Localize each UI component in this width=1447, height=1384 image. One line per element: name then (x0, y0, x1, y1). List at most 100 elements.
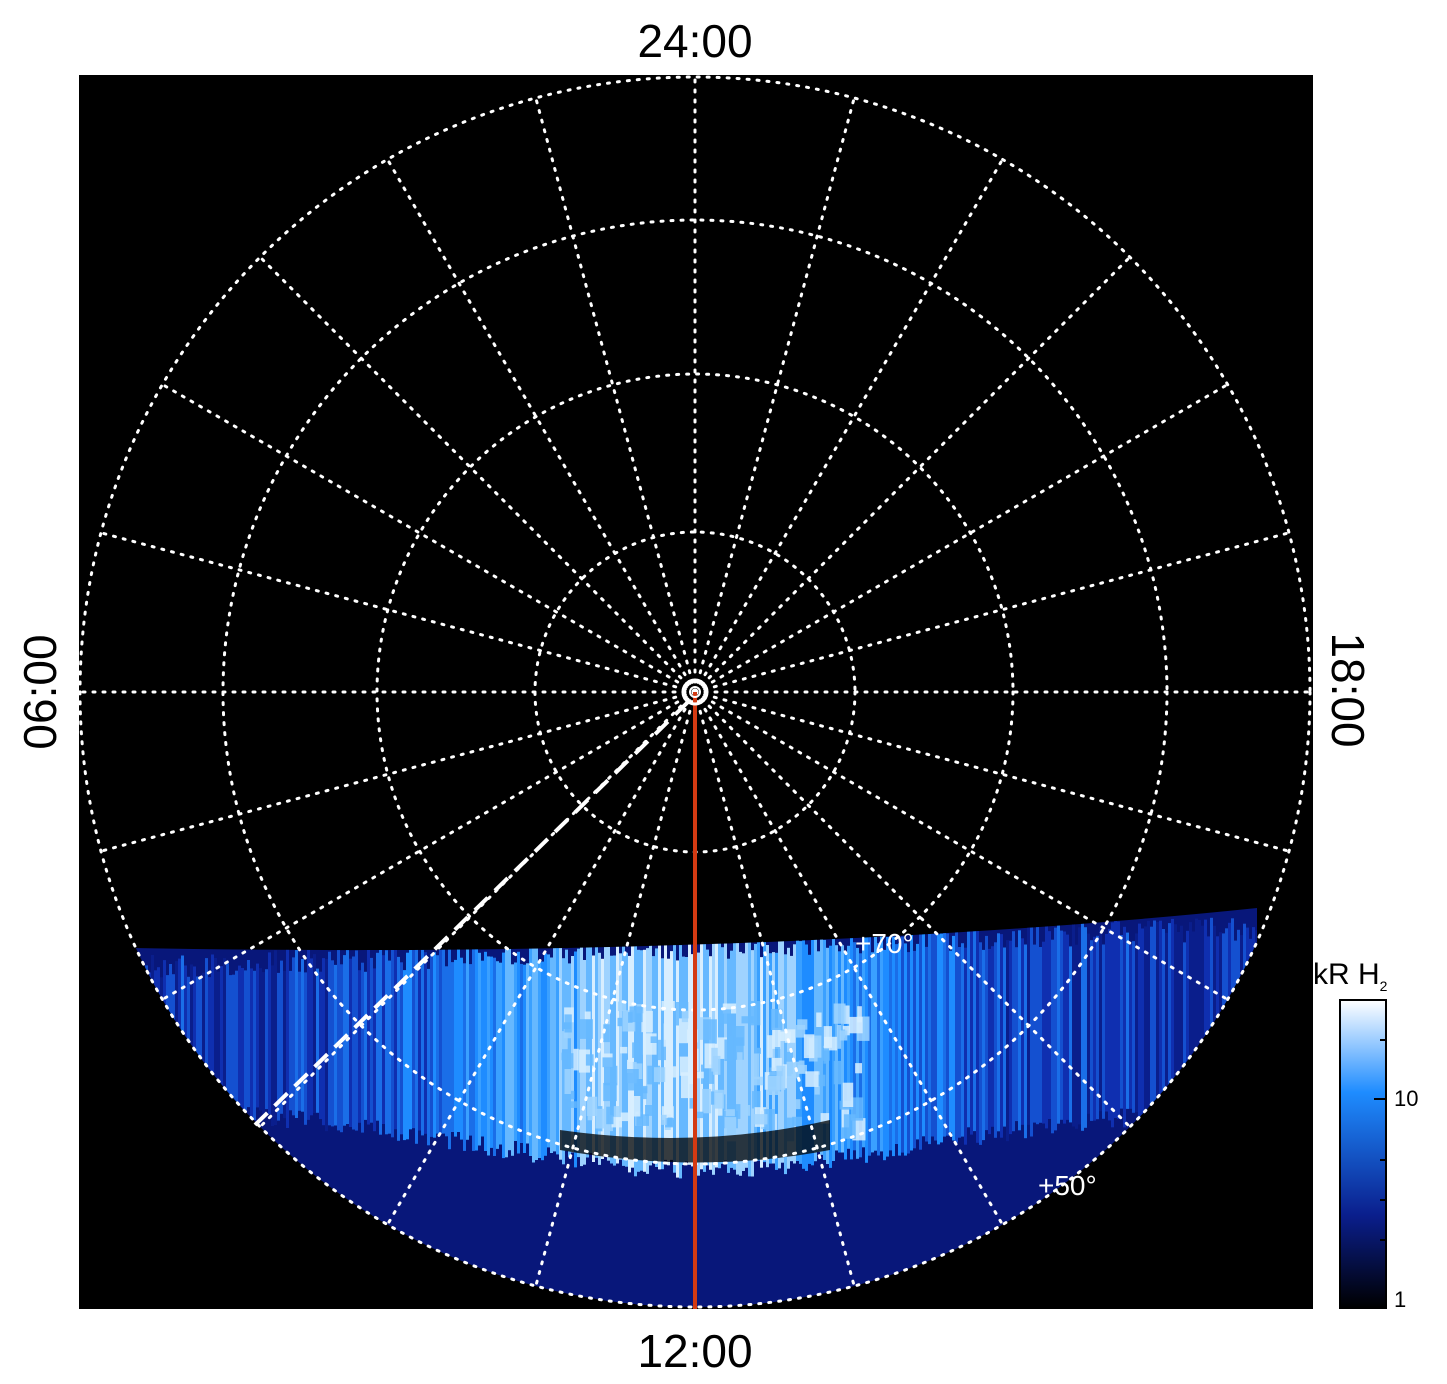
emission-streak (745, 937, 748, 1168)
emission-streak (754, 943, 757, 1159)
emission-streak (1090, 940, 1093, 1121)
emission-streak (643, 949, 646, 1172)
emission-streak (316, 968, 319, 1113)
emission-streak (385, 950, 388, 1135)
emission-core-pixel (823, 1048, 829, 1064)
emission-core-pixel (725, 1109, 735, 1117)
emission-core-pixel (603, 1082, 617, 1102)
emission-core-pixel (753, 1114, 768, 1125)
emission-streak (1207, 936, 1210, 1115)
emission-streak (952, 935, 955, 1141)
emission-streak (940, 933, 943, 1143)
emission-streak (889, 949, 892, 1151)
emission-core-pixel (816, 1012, 822, 1027)
emission-core-pixel (855, 1063, 862, 1074)
emission-streak (907, 952, 910, 1154)
emission-streak (562, 958, 565, 1165)
emission-core-pixel (798, 1060, 805, 1074)
emission-streak (364, 971, 367, 1120)
emission-streak (1123, 926, 1126, 1128)
emission-streak (307, 950, 310, 1120)
emission-streak (226, 963, 229, 1123)
emission-streak (1168, 923, 1171, 1113)
emission-core-pixel (561, 1031, 568, 1050)
emission-streak (496, 961, 499, 1149)
emission-streak (556, 943, 559, 1155)
emission-streak (1129, 944, 1132, 1109)
meridian-line-21 (258, 255, 697, 694)
emission-streak (403, 970, 406, 1141)
emission-streak (481, 960, 484, 1137)
emission-streak (262, 972, 265, 1114)
emission-core-pixel (795, 1024, 806, 1038)
emission-streak (1048, 931, 1051, 1119)
emission-core-pixel (626, 1069, 639, 1091)
emission-core-pixel (857, 1006, 862, 1023)
emission-streak (181, 955, 184, 1105)
emission-streak (586, 939, 589, 1158)
emission-streak (1156, 922, 1159, 1110)
emission-streak (895, 944, 898, 1144)
emission-streak (1183, 942, 1186, 1119)
emission-streak (376, 952, 379, 1121)
emission-streak (331, 960, 334, 1127)
noise-pixel (360, 1308, 368, 1316)
emission-core-pixel (573, 1048, 579, 1071)
emission-streak (913, 950, 916, 1149)
emission-core-pixel (613, 1106, 621, 1118)
meridian-line-5 (693, 531, 1291, 694)
emission-streak (1204, 919, 1207, 1123)
emission-streak (1036, 925, 1039, 1125)
emission-streak (1198, 920, 1201, 1117)
emission-streak (244, 970, 247, 1111)
emission-core-pixel (602, 1057, 615, 1068)
colorbar (1339, 999, 1387, 1309)
emission-streak (820, 932, 823, 1155)
emission-streak (460, 957, 463, 1140)
emission-streak (748, 937, 751, 1177)
emission-core-pixel (656, 1039, 666, 1061)
emission-core-pixel (686, 1029, 698, 1043)
emission-core-pixel (774, 1047, 781, 1067)
emission-core-pixel (824, 1036, 838, 1051)
emission-streak (916, 943, 919, 1140)
emission-core-pixel (595, 1108, 609, 1129)
emission-core-pixel (718, 1009, 731, 1024)
emission-streak (190, 964, 193, 1114)
emission-streak (1153, 920, 1156, 1109)
emission-streak (355, 950, 358, 1131)
noise-pixel (1133, 1310, 1142, 1318)
emission-streak (1009, 940, 1012, 1135)
emission-streak (400, 962, 403, 1135)
emission-streak (676, 960, 679, 1178)
emission-streak (946, 933, 949, 1136)
emission-streak (466, 949, 469, 1140)
emission-streak (217, 971, 220, 1106)
emission-streak (268, 952, 271, 1114)
emission-streak (625, 952, 628, 1167)
colorbar-title: kR H2 (1313, 958, 1387, 994)
emission-streak (1015, 947, 1018, 1122)
emission-streak (922, 928, 925, 1137)
emission-core-pixel (745, 1105, 751, 1116)
emission-core-pixel (661, 1114, 667, 1125)
emission-streak (1069, 946, 1072, 1123)
emission-streak (520, 963, 523, 1143)
emission-core-pixel (724, 1117, 737, 1142)
emission-streak (877, 943, 880, 1156)
meridian-line-14 (386, 690, 697, 1227)
emission-streak (970, 930, 973, 1135)
emission-streak (931, 930, 934, 1137)
emission-streak (538, 961, 541, 1158)
emission-streak (373, 968, 376, 1132)
emission-streak (511, 964, 514, 1156)
emission-core-pixel (563, 1090, 575, 1100)
emission-streak (472, 948, 475, 1151)
colorbar-ticks (1374, 1039, 1386, 1241)
emission-core-pixel (722, 1003, 737, 1014)
emission-core-pixel (820, 1113, 830, 1124)
local-time-label-left: 06:00 (14, 634, 66, 750)
emission-streak (223, 958, 226, 1108)
meridian-line-16 (160, 690, 697, 1001)
emission-streak (265, 969, 268, 1110)
